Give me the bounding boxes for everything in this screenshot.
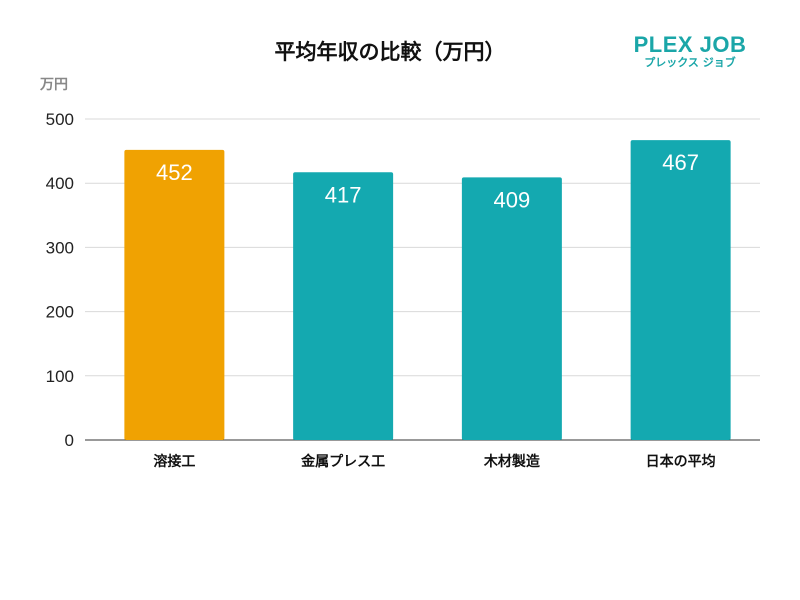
logo-main-text: PLEX JOB: [633, 32, 747, 57]
data-label: 452: [156, 160, 193, 185]
bar: [630, 140, 731, 440]
data-label: 409: [494, 187, 531, 212]
x-tick-label: 木材製造: [483, 453, 540, 470]
y-tick-label: 400: [46, 174, 74, 193]
data-label: 417: [325, 182, 362, 207]
y-tick-label: 200: [46, 303, 74, 322]
y-tick-label: 100: [46, 367, 74, 386]
bar: [293, 172, 394, 440]
bar: [124, 149, 225, 441]
x-tick-label: 金属プレス工: [300, 453, 385, 470]
y-tick-label: 300: [46, 238, 74, 257]
x-tick-label: 日本の平均: [646, 453, 716, 470]
chart-title: 平均年収の比較（万円）: [274, 40, 506, 64]
y-tick-label: 500: [46, 110, 74, 129]
y-tick-label: 0: [65, 431, 74, 450]
logo: PLEX JOB プレックス ジョブ: [620, 34, 760, 70]
bar: [461, 177, 562, 440]
logo-sub-text: プレックス ジョブ: [644, 56, 736, 69]
y-axis-label: 万円: [39, 77, 68, 93]
x-tick-label: 溶接工: [153, 453, 195, 470]
data-label: 467: [662, 150, 699, 175]
